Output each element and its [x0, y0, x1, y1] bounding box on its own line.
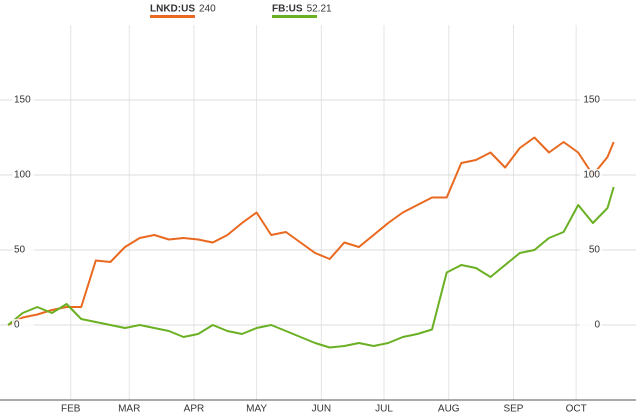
y-tick-box — [12, 169, 34, 181]
x-tick-label: MAR — [118, 404, 140, 415]
y-tick-box — [580, 319, 602, 331]
x-tick-label: OCT — [566, 404, 587, 415]
x-tick-label: JUN — [312, 404, 331, 415]
series-line — [7, 136, 615, 326]
y-tick-label: 0 — [14, 320, 20, 331]
legend-name: LNKD:US — [150, 4, 195, 15]
x-tick-label: APR — [184, 404, 205, 415]
y-tick-label: 50 — [589, 245, 601, 256]
x-tick-label: JUL — [375, 404, 393, 415]
y-tick-label: 150 — [583, 95, 600, 106]
legend-name: FB:US — [272, 4, 303, 15]
legend-value: 240 — [199, 4, 216, 15]
legend-swatch — [150, 15, 195, 18]
legend-swatch — [272, 15, 317, 18]
y-tick-label: 150 — [14, 95, 31, 106]
y-tick-box — [580, 244, 602, 256]
series-line — [7, 186, 615, 349]
x-tick-label: FEB — [61, 404, 81, 415]
legend-value: 52.21 — [307, 4, 332, 15]
y-tick-box — [12, 94, 34, 106]
y-tick-box — [580, 94, 602, 106]
y-tick-box — [12, 319, 34, 331]
y-tick-label: 50 — [14, 245, 26, 256]
y-tick-label: 100 — [583, 170, 600, 181]
y-tick-label: 100 — [14, 170, 31, 181]
x-tick-label: SEP — [503, 404, 523, 415]
x-tick-label: AUG — [438, 404, 460, 415]
y-tick-box — [580, 169, 602, 181]
y-tick-box — [12, 244, 34, 256]
x-tick-label: MAY — [246, 404, 267, 415]
y-tick-label: 0 — [594, 320, 600, 331]
